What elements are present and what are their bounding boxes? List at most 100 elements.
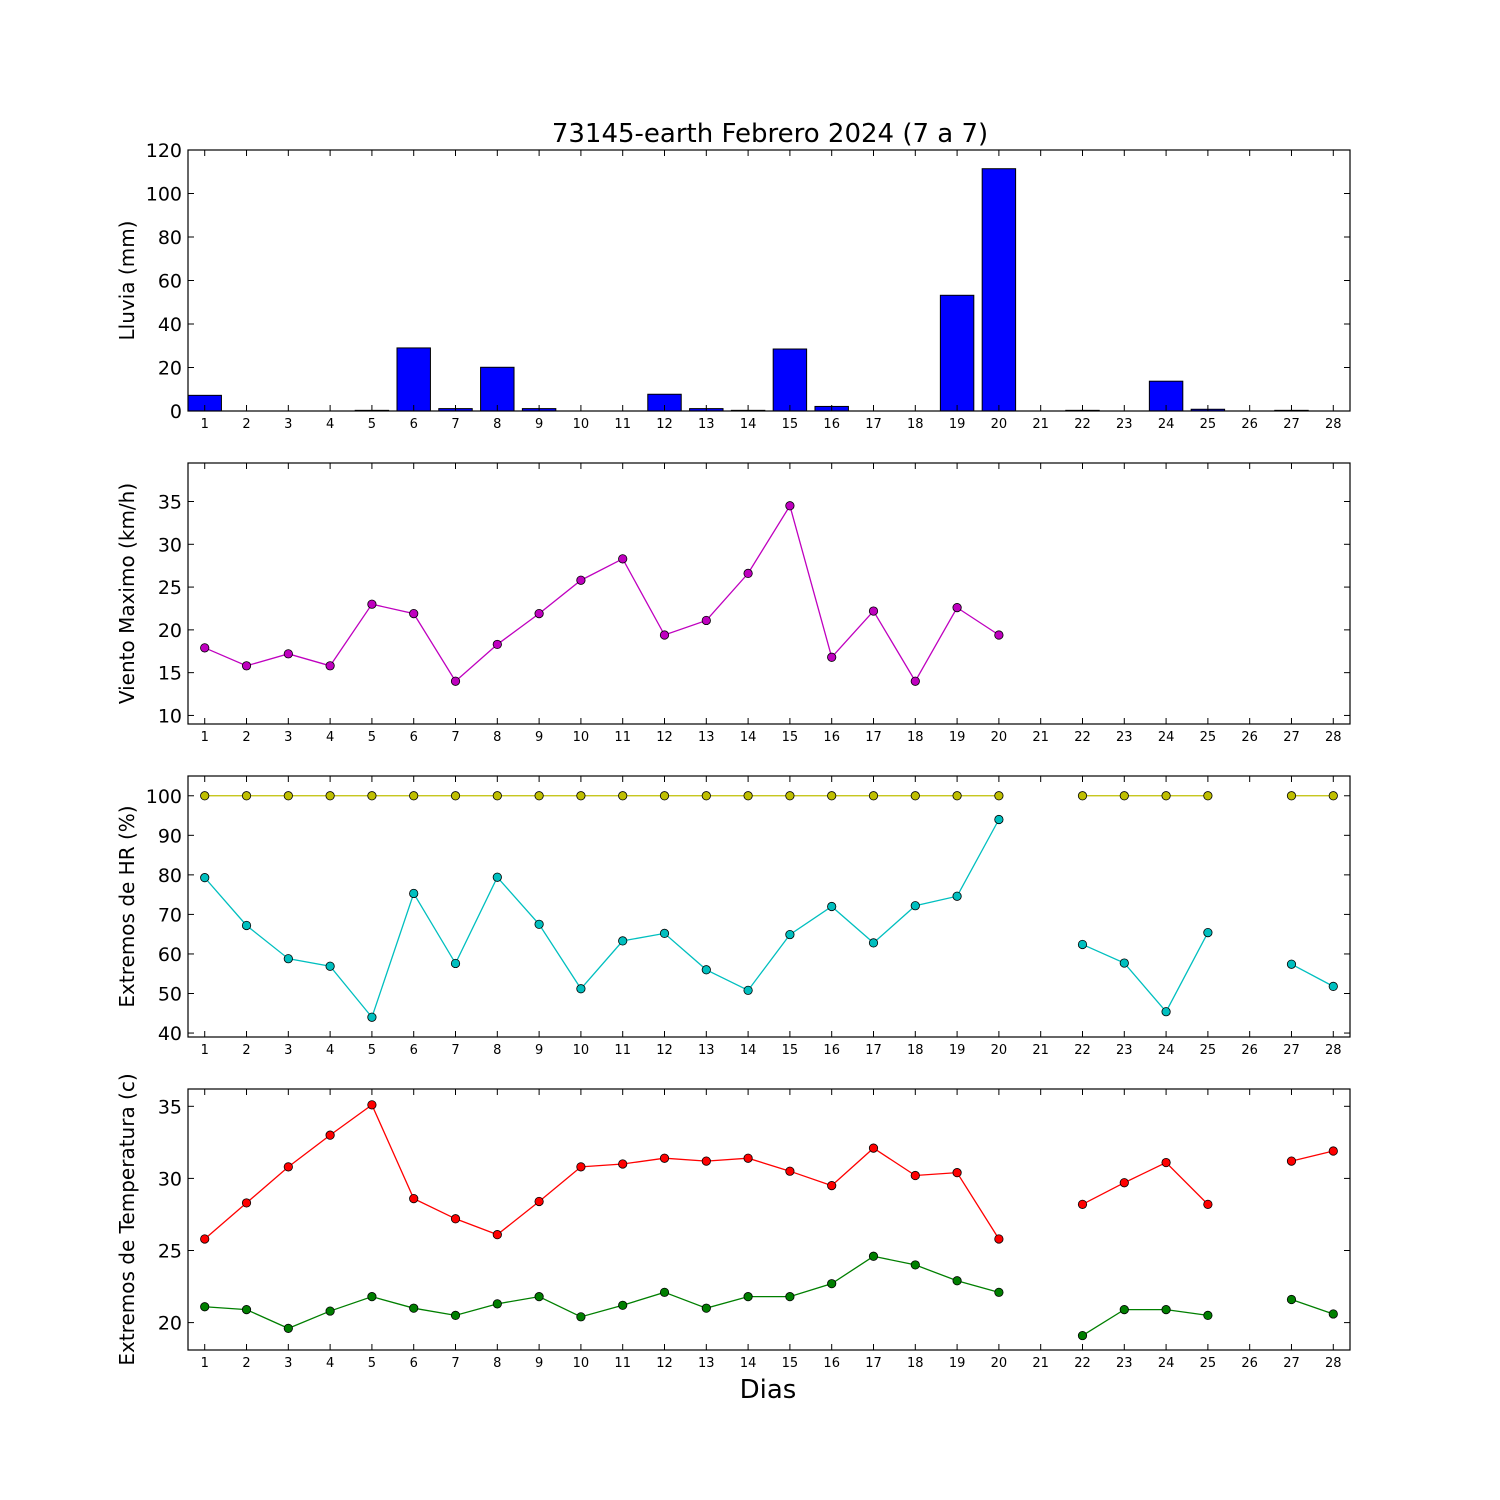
y-axis-label: Extremos de Temperatura (c) xyxy=(115,1073,139,1365)
series-2-point-day-14 xyxy=(743,985,753,995)
y-tick-label: 20 xyxy=(158,1313,182,1335)
x-tick-label: 24 xyxy=(1158,1043,1175,1058)
series-2-point-day-6 xyxy=(409,1303,419,1313)
x-tick-label: 24 xyxy=(1158,417,1175,432)
x-tick-label: 2 xyxy=(242,417,250,432)
x-tick-label: 3 xyxy=(284,417,292,432)
x-tick-label: 23 xyxy=(1116,1356,1133,1371)
y-axis-label: Viento Maximo (km/h) xyxy=(115,483,139,704)
series-1-point-day-24 xyxy=(1161,1157,1171,1168)
x-tick-label: 11 xyxy=(614,1043,631,1058)
x-tick-label: 28 xyxy=(1325,730,1342,745)
series-1-point-day-2 xyxy=(241,791,252,801)
x-tick-label: 26 xyxy=(1241,1043,1258,1058)
x-tick-label: 11 xyxy=(614,417,631,432)
x-tick-label: 28 xyxy=(1325,1356,1342,1371)
series-1-point-day-3 xyxy=(283,1162,293,1172)
x-tick-label: 27 xyxy=(1283,730,1300,745)
series-2-point-day-20 xyxy=(994,814,1004,825)
x-tick-label: 15 xyxy=(782,1043,799,1058)
series-1-point-day-6 xyxy=(409,791,419,801)
x-tick-label: 9 xyxy=(535,417,543,432)
x-tick-label: 17 xyxy=(865,1356,882,1371)
series-1-point-day-16 xyxy=(827,652,837,662)
x-tick-label: 2 xyxy=(242,730,250,745)
y-axis-label: Lluvia (mm) xyxy=(115,221,139,341)
series-1-point-day-23 xyxy=(1119,1178,1129,1188)
y-tick-label: 80 xyxy=(158,227,182,249)
x-tick-label: 10 xyxy=(573,1356,590,1371)
x-tick-label: 18 xyxy=(907,1356,924,1371)
x-tick-label: 7 xyxy=(451,730,459,745)
series-1-point-day-14 xyxy=(743,1153,753,1163)
series-2-line-segment-3 xyxy=(1291,1298,1334,1315)
x-tick-label: 24 xyxy=(1158,730,1175,745)
x-tick-label: 28 xyxy=(1325,417,1342,432)
series-1-point-day-9 xyxy=(534,1196,544,1207)
x-tick-label: 7 xyxy=(451,1356,459,1371)
x-tick-label: 1 xyxy=(201,417,209,432)
series-2-point-day-25 xyxy=(1203,1310,1213,1320)
x-tick-label: 5 xyxy=(368,1356,376,1371)
series-1-point-day-11 xyxy=(618,791,628,801)
x-tick-label: 27 xyxy=(1283,1356,1300,1371)
series-1-point-day-5 xyxy=(367,599,377,609)
x-tick-label: 6 xyxy=(410,1356,418,1371)
y-tick-label: 70 xyxy=(158,904,182,926)
series-1-point-day-16 xyxy=(827,791,837,801)
x-tick-label: 14 xyxy=(740,1356,757,1371)
series-2-point-day-4 xyxy=(325,961,335,971)
x-tick-label: 5 xyxy=(368,730,376,745)
series-2-point-day-23 xyxy=(1119,1305,1129,1315)
series-1-point-day-1 xyxy=(200,643,210,653)
series-2-point-day-14 xyxy=(743,1292,753,1302)
x-tick-label: 11 xyxy=(614,730,631,745)
series-1-point-day-22 xyxy=(1077,791,1088,801)
series-2-point-day-18 xyxy=(910,1260,920,1270)
x-tick-label: 12 xyxy=(656,1043,673,1058)
series-1-point-day-20 xyxy=(994,1234,1004,1244)
series-2-point-day-11 xyxy=(618,936,628,946)
series-2-point-day-16 xyxy=(827,1279,837,1289)
series-1-point-day-27 xyxy=(1286,1156,1297,1166)
x-tick-label: 5 xyxy=(368,1043,376,1058)
x-tick-label: 4 xyxy=(326,730,334,745)
series-1-point-day-15 xyxy=(785,501,795,511)
series-2-point-day-10 xyxy=(576,984,586,994)
x-tick-label: 21 xyxy=(1032,730,1049,745)
series-2-point-day-17 xyxy=(868,938,879,948)
series-1-point-day-12 xyxy=(659,1153,670,1163)
series-2-point-day-19 xyxy=(952,891,962,901)
y-tick-label: 40 xyxy=(158,314,182,336)
x-tick-label: 20 xyxy=(991,1043,1008,1058)
y-tick-label: 30 xyxy=(158,1168,182,1190)
x-tick-label: 25 xyxy=(1200,1356,1217,1371)
y-tick-label: 10 xyxy=(158,705,182,727)
x-tick-label: 17 xyxy=(865,730,882,745)
series-1-point-day-13 xyxy=(701,1156,711,1166)
series-1-point-day-25 xyxy=(1203,1199,1213,1209)
x-tick-label: 8 xyxy=(493,1356,501,1371)
chart-panel-3: 1 2 3 4 5 6 7 8 9 10 11 12 13 14 15 16 17 18 19 20 21 22 23 24 2… xyxy=(115,775,1351,1058)
series-2-point-day-11 xyxy=(618,1300,628,1310)
x-tick-label: 25 xyxy=(1200,730,1217,745)
x-tick-label: 26 xyxy=(1241,730,1258,745)
series-1-point-day-11 xyxy=(618,554,628,564)
series-1-point-day-18 xyxy=(910,791,920,801)
x-tick-label: 22 xyxy=(1074,730,1091,745)
series-1-point-day-24 xyxy=(1161,791,1171,801)
series-1-point-day-20 xyxy=(994,630,1004,640)
x-tick-label: 11 xyxy=(614,1356,631,1371)
y-tick-label: 0 xyxy=(170,401,182,423)
y-tick-label: 80 xyxy=(158,865,182,887)
x-tick-label: 15 xyxy=(782,1356,799,1371)
y-tick-label: 60 xyxy=(158,944,182,966)
series-1-point-day-13 xyxy=(701,615,711,626)
series-2-point-day-15 xyxy=(785,929,795,940)
plot-frame xyxy=(187,1088,1351,1351)
rain-bar-day-6 xyxy=(396,347,431,412)
x-tick-label: 20 xyxy=(991,417,1008,432)
series-2-line-segment-1 xyxy=(204,819,1000,1019)
x-tick-label: 14 xyxy=(740,417,757,432)
